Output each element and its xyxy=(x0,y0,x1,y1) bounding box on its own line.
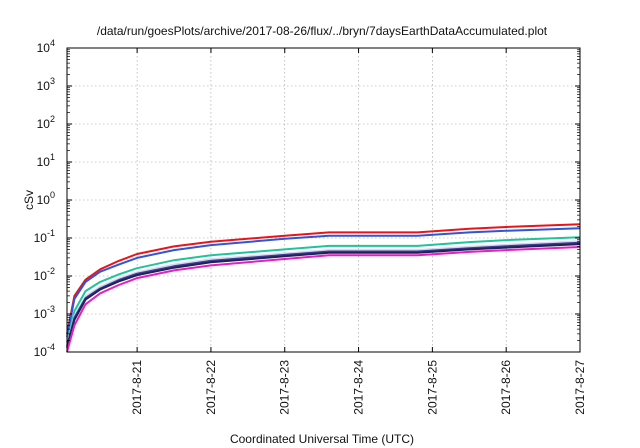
plot-lines xyxy=(66,223,581,353)
y-tick-label: 10-1 xyxy=(34,228,55,245)
y-axis-label: cSv xyxy=(22,190,36,210)
x-tick-label: 2017-8-26 xyxy=(499,360,513,415)
x-axis: 2017-8-21 2017-8-22 2017-8-23 2017-8-24 2017… xyxy=(130,48,587,415)
y-tick-label: 100 xyxy=(37,190,55,207)
y-tick-label: 10-4 xyxy=(34,342,55,359)
chart-title: /data/run/goesPlots/archive/2017-08-26/f… xyxy=(97,24,548,38)
series-line-5 xyxy=(66,241,581,347)
x-tick-label: 2017-8-25 xyxy=(425,360,439,415)
x-tick-label: 2017-8-23 xyxy=(278,360,292,415)
y-tick-label: 10-3 xyxy=(34,304,55,321)
x-tick-label: 2017-8-21 xyxy=(130,360,144,415)
series-line-2 xyxy=(66,227,581,338)
x-axis-label: Coordinated Universal Time (UTC) xyxy=(230,432,414,446)
y-tick-label: 10-2 xyxy=(34,266,55,283)
y-tick-label: 102 xyxy=(37,114,55,131)
y-tick-label: 103 xyxy=(37,76,55,93)
y-axis: 10-4 10-3 10-2 10-1 100 101 102 103 104 xyxy=(34,38,580,359)
series-line-1 xyxy=(66,223,581,335)
y-tick-label: 104 xyxy=(37,38,55,55)
series-line-6 xyxy=(66,243,581,348)
x-tick-label: 2017-8-22 xyxy=(204,360,218,415)
series-line-3 xyxy=(66,236,581,343)
x-tick-label: 2017-8-24 xyxy=(352,360,366,415)
grid xyxy=(67,48,580,352)
x-tick-label: 2017-8-27 xyxy=(573,360,587,415)
y-tick-label: 101 xyxy=(37,152,55,169)
series-line-4 xyxy=(66,240,581,346)
series-line-7 xyxy=(66,246,581,353)
